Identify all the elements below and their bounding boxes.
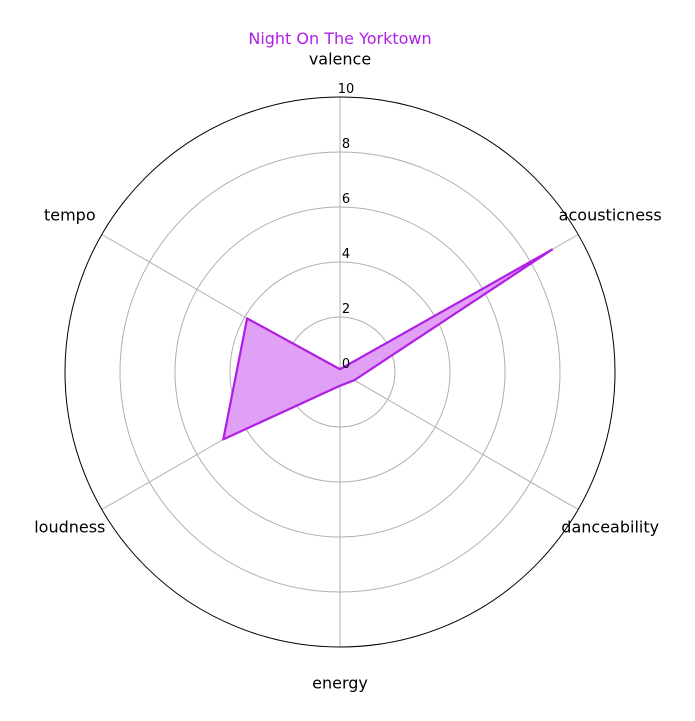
tick-label-8: 8 (342, 137, 350, 152)
axis-label-acousticness: acousticness (559, 206, 662, 225)
radar-grid (101, 97, 579, 647)
axis-label-tempo: tempo (44, 206, 96, 225)
radar-frame (64, 96, 616, 648)
axis-label-energy: energy (312, 674, 368, 693)
axis-label-valence: valence (309, 50, 371, 69)
radar-series (222, 248, 554, 441)
series-line (222, 248, 554, 441)
tick-label-6: 6 (342, 192, 350, 207)
tick-label-4: 4 (342, 247, 350, 262)
axis-label-danceability: danceability (561, 518, 659, 537)
spoke-danceability (339, 371, 579, 510)
axis-labels: valence acousticness danceability energy lou… (34, 50, 662, 693)
tick-label-10: 10 (338, 82, 355, 97)
chart-title: Night On The Yorktown (248, 29, 431, 48)
axis-label-loudness: loudness (34, 518, 105, 537)
tick-label-0: 0 (342, 357, 350, 372)
outer-frame (64, 96, 616, 648)
tick-label-2: 2 (342, 302, 350, 317)
radial-tick-labels: 0 2 4 6 8 10 (338, 82, 355, 372)
